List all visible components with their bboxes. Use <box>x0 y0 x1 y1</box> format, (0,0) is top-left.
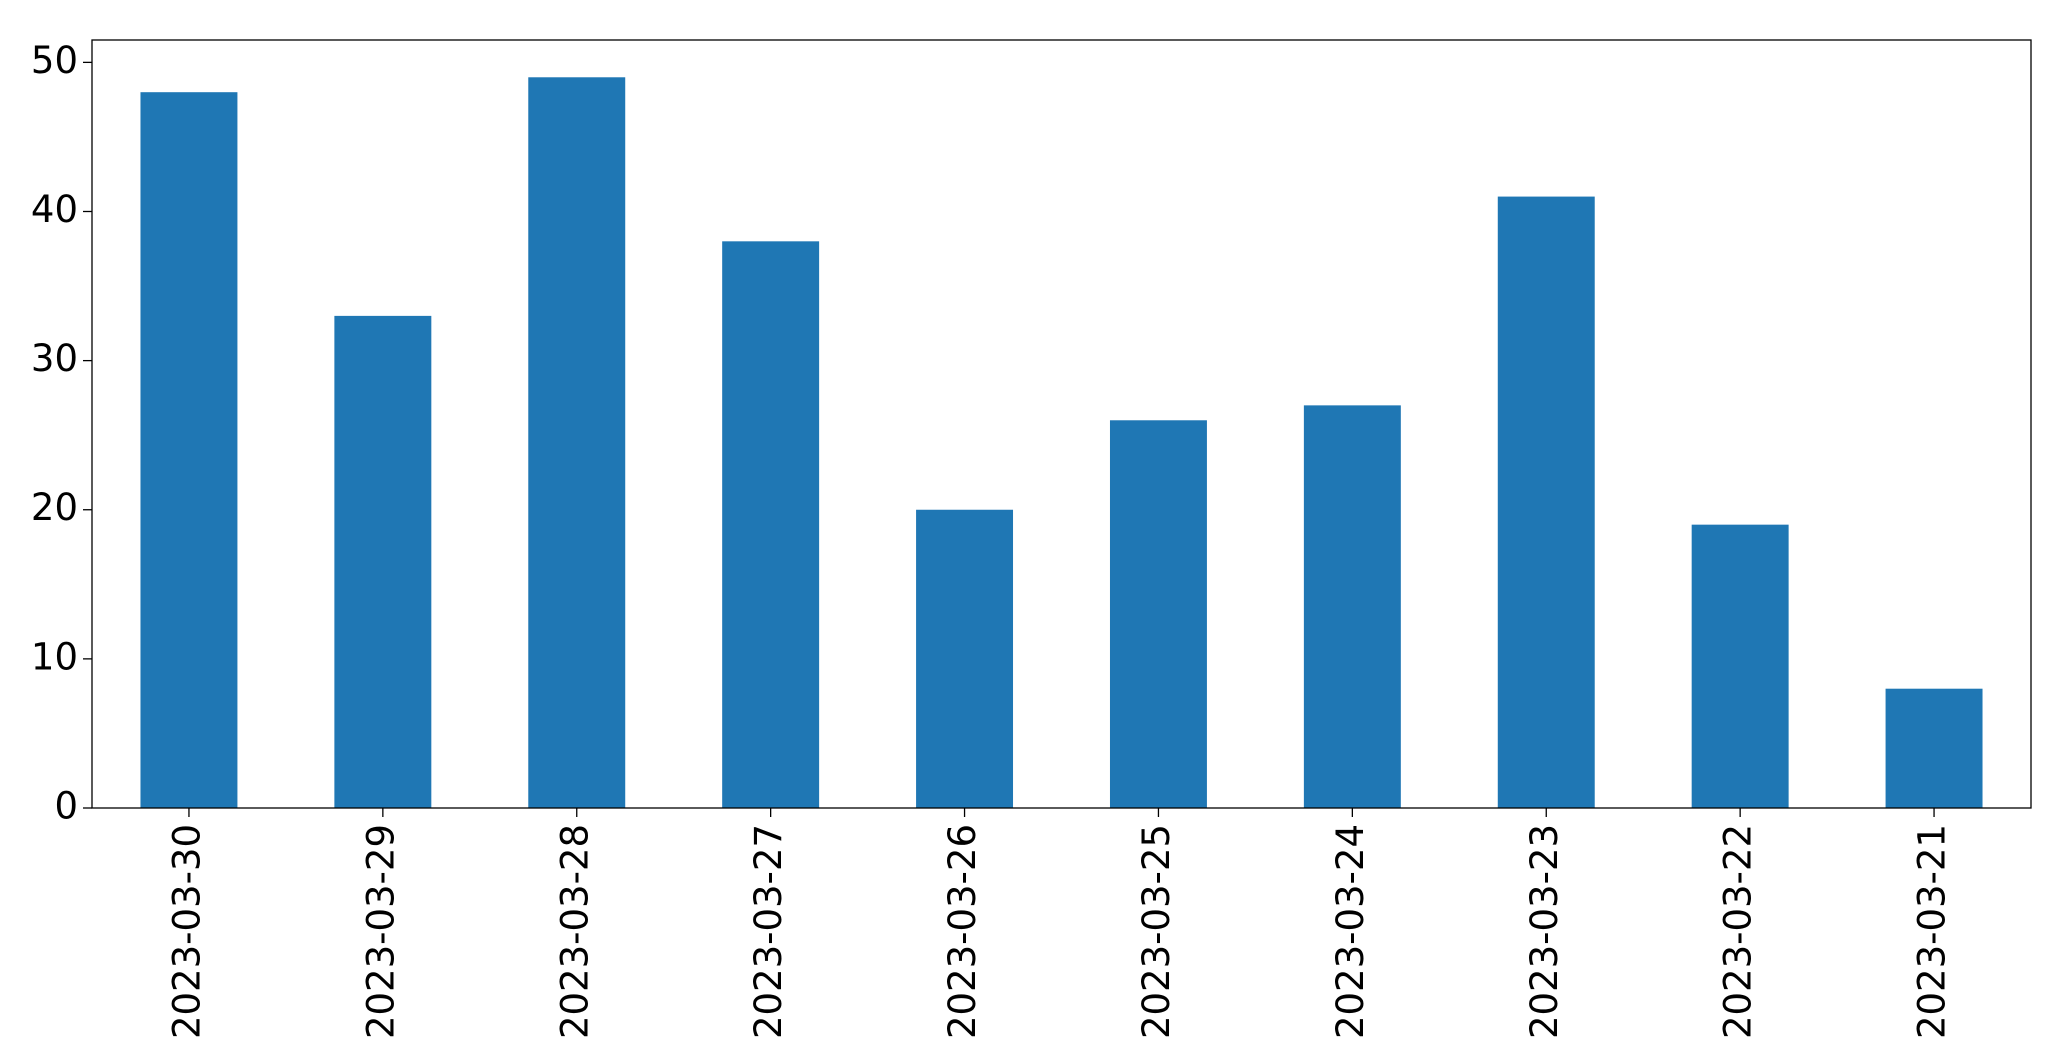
y-tick-label: 10 <box>31 635 78 678</box>
bar <box>1885 688 1983 808</box>
x-tick-label: 2023-03-21 <box>1911 824 1954 1039</box>
x-tick-label: 2023-03-22 <box>1717 824 1760 1039</box>
x-tick-label: 2023-03-29 <box>359 824 402 1039</box>
bar <box>722 241 820 809</box>
x-tick-label: 2023-03-27 <box>747 824 790 1039</box>
bar <box>1691 524 1789 808</box>
bar <box>1109 420 1207 808</box>
y-tick-label: 20 <box>31 486 78 529</box>
x-tick-label: 2023-03-23 <box>1523 824 1566 1039</box>
y-tick-label: 50 <box>31 39 78 82</box>
bar <box>140 92 238 809</box>
bar <box>334 315 432 808</box>
y-tick-label: 30 <box>31 337 78 380</box>
x-tick-label: 2023-03-26 <box>941 824 984 1039</box>
bar <box>1497 196 1595 808</box>
plot-frame <box>91 39 2032 809</box>
bar <box>916 509 1014 808</box>
bar <box>528 77 626 808</box>
bar <box>1303 405 1401 808</box>
x-tick-label: 2023-03-28 <box>553 824 596 1039</box>
x-tick-label: 2023-03-24 <box>1329 824 1372 1039</box>
y-tick-label: 0 <box>54 785 78 828</box>
x-tick-label: 2023-03-30 <box>165 824 208 1039</box>
y-tick-label: 40 <box>31 188 78 231</box>
x-tick-label: 2023-03-25 <box>1135 824 1178 1039</box>
